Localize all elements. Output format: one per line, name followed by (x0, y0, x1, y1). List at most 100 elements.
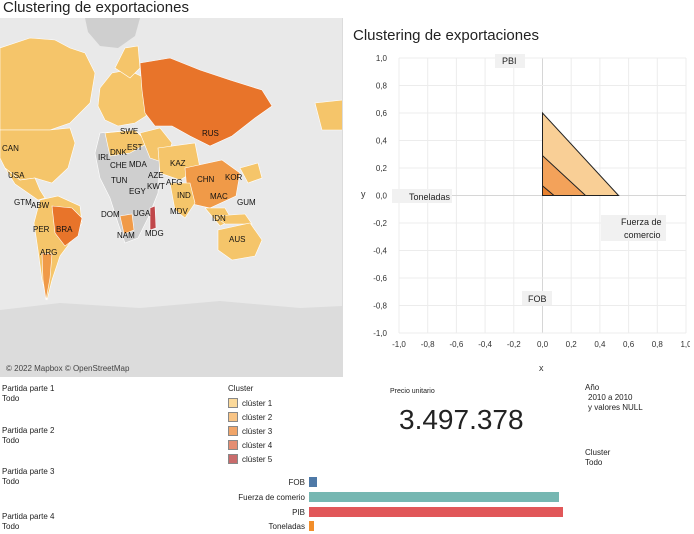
bar-pib[interactable] (309, 507, 563, 517)
bar-fob[interactable] (309, 477, 317, 487)
legend-swatch (228, 454, 238, 464)
scatter-ticks: -1,0 -0,8 -0,6 -0,4 -0,2 0,0 0,2 0,4 0,6 0,8 1,0 1,… (373, 54, 690, 349)
korea-shape[interactable] (239, 162, 263, 184)
filter-value[interactable]: Todo (2, 394, 20, 403)
legend-item-cluster-4[interactable]: clúster 4 (228, 438, 272, 452)
africa-north-shape[interactable] (104, 129, 149, 157)
alaska-right-shape[interactable] (314, 99, 343, 131)
country-label-abw: ABW (31, 201, 50, 210)
filter-label: Partida parte 1 (2, 384, 55, 393)
label-bg-pbi (495, 54, 525, 68)
scatter-series[interactable] (542, 111, 620, 196)
bar-fuerza[interactable] (309, 492, 560, 502)
country-label-arg: ARG (40, 248, 57, 257)
country-label-nam: NAM (117, 231, 135, 240)
filter-partida-1[interactable]: Partida parte 1 Todo (2, 384, 54, 404)
filter-value[interactable]: Todo (2, 477, 20, 486)
country-label-chn: CHN (197, 175, 215, 184)
scatter-chart[interactable]: -1,0 -0,8 -0,6 -0,4 -0,2 0,0 0,2 0,4 0,6 0,8 1,0 1,… (355, 50, 690, 375)
y-tick-label: -1,0 (373, 329, 387, 338)
country-label-gtm: GTM (14, 198, 32, 207)
x-tick-label: -0,4 (478, 340, 492, 349)
x-tick-label: -0,8 (421, 340, 435, 349)
cluster-polygon[interactable] (542, 184, 556, 196)
cluster-polygon[interactable] (542, 154, 587, 196)
country-label-gum: GUM (237, 198, 256, 207)
filter-value[interactable]: Todo (2, 436, 20, 445)
india-shape[interactable] (169, 182, 196, 219)
y-tick-label: 0,2 (376, 164, 388, 173)
bar-label: PIB (292, 507, 305, 517)
bar-label: Fuerza de comerio (238, 492, 305, 502)
x-tick-label: 0,2 (566, 340, 578, 349)
australia-shape[interactable] (217, 222, 263, 261)
scatter-title: Clustering de exportaciones (353, 27, 539, 44)
country-label-bra: BRA (56, 225, 73, 234)
cluster-filter[interactable]: Cluster Todo (585, 448, 610, 468)
country-label-mdg: MDG (145, 229, 164, 238)
x-tick-label: 0,4 (594, 340, 606, 349)
bar-row-fuerza[interactable]: Fuerza de comerio (190, 491, 560, 503)
label-bg-fob (522, 291, 552, 305)
usa-shape[interactable] (0, 127, 76, 184)
country-label-rus: RUS (202, 129, 219, 138)
filter-partida-4[interactable]: Partida parte 4 Todo (2, 512, 54, 532)
page-title: Clustering de exportaciones (3, 0, 189, 16)
bar-toneladas[interactable] (309, 521, 315, 531)
y-tick-label: 0,0 (376, 192, 388, 201)
filter-partida-2[interactable]: Partida parte 2 Todo (2, 426, 54, 446)
y-axis-title: y (361, 189, 366, 199)
x-tick-label: -0,2 (507, 340, 521, 349)
x-tick-label: -1,0 (392, 340, 406, 349)
y-tick-label: -0,8 (373, 302, 387, 311)
year-filter[interactable]: Año 2010 a 2010 y valores NULL (585, 383, 643, 413)
russia-shape[interactable] (139, 57, 273, 147)
namibia-shape[interactable] (119, 213, 135, 235)
x-axis-title: x (539, 363, 544, 373)
vector-label-fob: FOB (528, 294, 547, 304)
country-label-dom: DOM (101, 210, 120, 219)
country-label-dnk: DNK (110, 148, 128, 157)
country-label-usa: USA (8, 171, 25, 180)
year-filter-range[interactable]: 2010 a 2010 (588, 393, 633, 402)
year-filter-null[interactable]: y valores NULL (588, 403, 643, 412)
madagascar-shape[interactable] (149, 205, 157, 231)
bar-row-fob[interactable]: FOB (190, 476, 317, 488)
label-bg-toneladas (392, 189, 452, 203)
country-label-per: PER (33, 225, 50, 234)
bar-row-toneladas[interactable]: Toneladas (190, 520, 315, 532)
legend-item-cluster-2[interactable]: clúster 2 (228, 410, 272, 424)
mexico-shape[interactable] (4, 167, 46, 201)
legend-swatch (228, 398, 238, 408)
country-label-mda: MDA (129, 160, 147, 169)
country-label-swe: SWE (120, 127, 138, 136)
filter-value[interactable]: Todo (2, 522, 20, 531)
country-label-uga: UGA (133, 209, 151, 218)
y-tick-label: 0,8 (376, 82, 388, 91)
scandinavia-shape[interactable] (114, 45, 141, 79)
canada-shape[interactable] (0, 37, 96, 131)
indonesia-shape[interactable] (214, 213, 253, 225)
x-tick-label: 0,0 (537, 340, 549, 349)
filter-partida-3[interactable]: Partida parte 3 Todo (2, 467, 54, 487)
cluster-legend[interactable]: Cluster clúster 1 clúster 2 clúster 3 cl… (228, 384, 272, 466)
argentina-shape[interactable] (41, 252, 53, 301)
country-label-kwt: KWT (147, 182, 165, 191)
greenland-shape (85, 18, 140, 48)
country-label-kor: KOR (225, 173, 243, 182)
cluster-filter-value[interactable]: Todo (585, 458, 603, 467)
brazil-shape[interactable] (51, 205, 83, 247)
legend-item-cluster-5[interactable]: clúster 5 (228, 452, 272, 466)
map-canvas[interactable]: CAN USA GTM ABW PER BRA ARG SWE IRL DNK … (0, 18, 343, 377)
country-label-tun: TUN (111, 176, 128, 185)
country-label-aze: AZE (148, 171, 164, 180)
country-label-egy: EGY (129, 187, 147, 196)
world-map[interactable]: CAN USA GTM ABW PER BRA ARG SWE IRL DNK … (0, 18, 343, 377)
bar-row-pib[interactable]: PIB (190, 506, 563, 518)
legend-label: clúster 2 (242, 412, 273, 422)
legend-item-cluster-3[interactable]: clúster 3 (228, 424, 272, 438)
map-attribution[interactable]: © 2022 Mapbox © OpenStreetMap (6, 364, 130, 373)
legend-item-cluster-1[interactable]: clúster 1 (228, 396, 272, 410)
legend-label: clúster 1 (242, 398, 273, 408)
antarctica-shape (0, 301, 342, 377)
